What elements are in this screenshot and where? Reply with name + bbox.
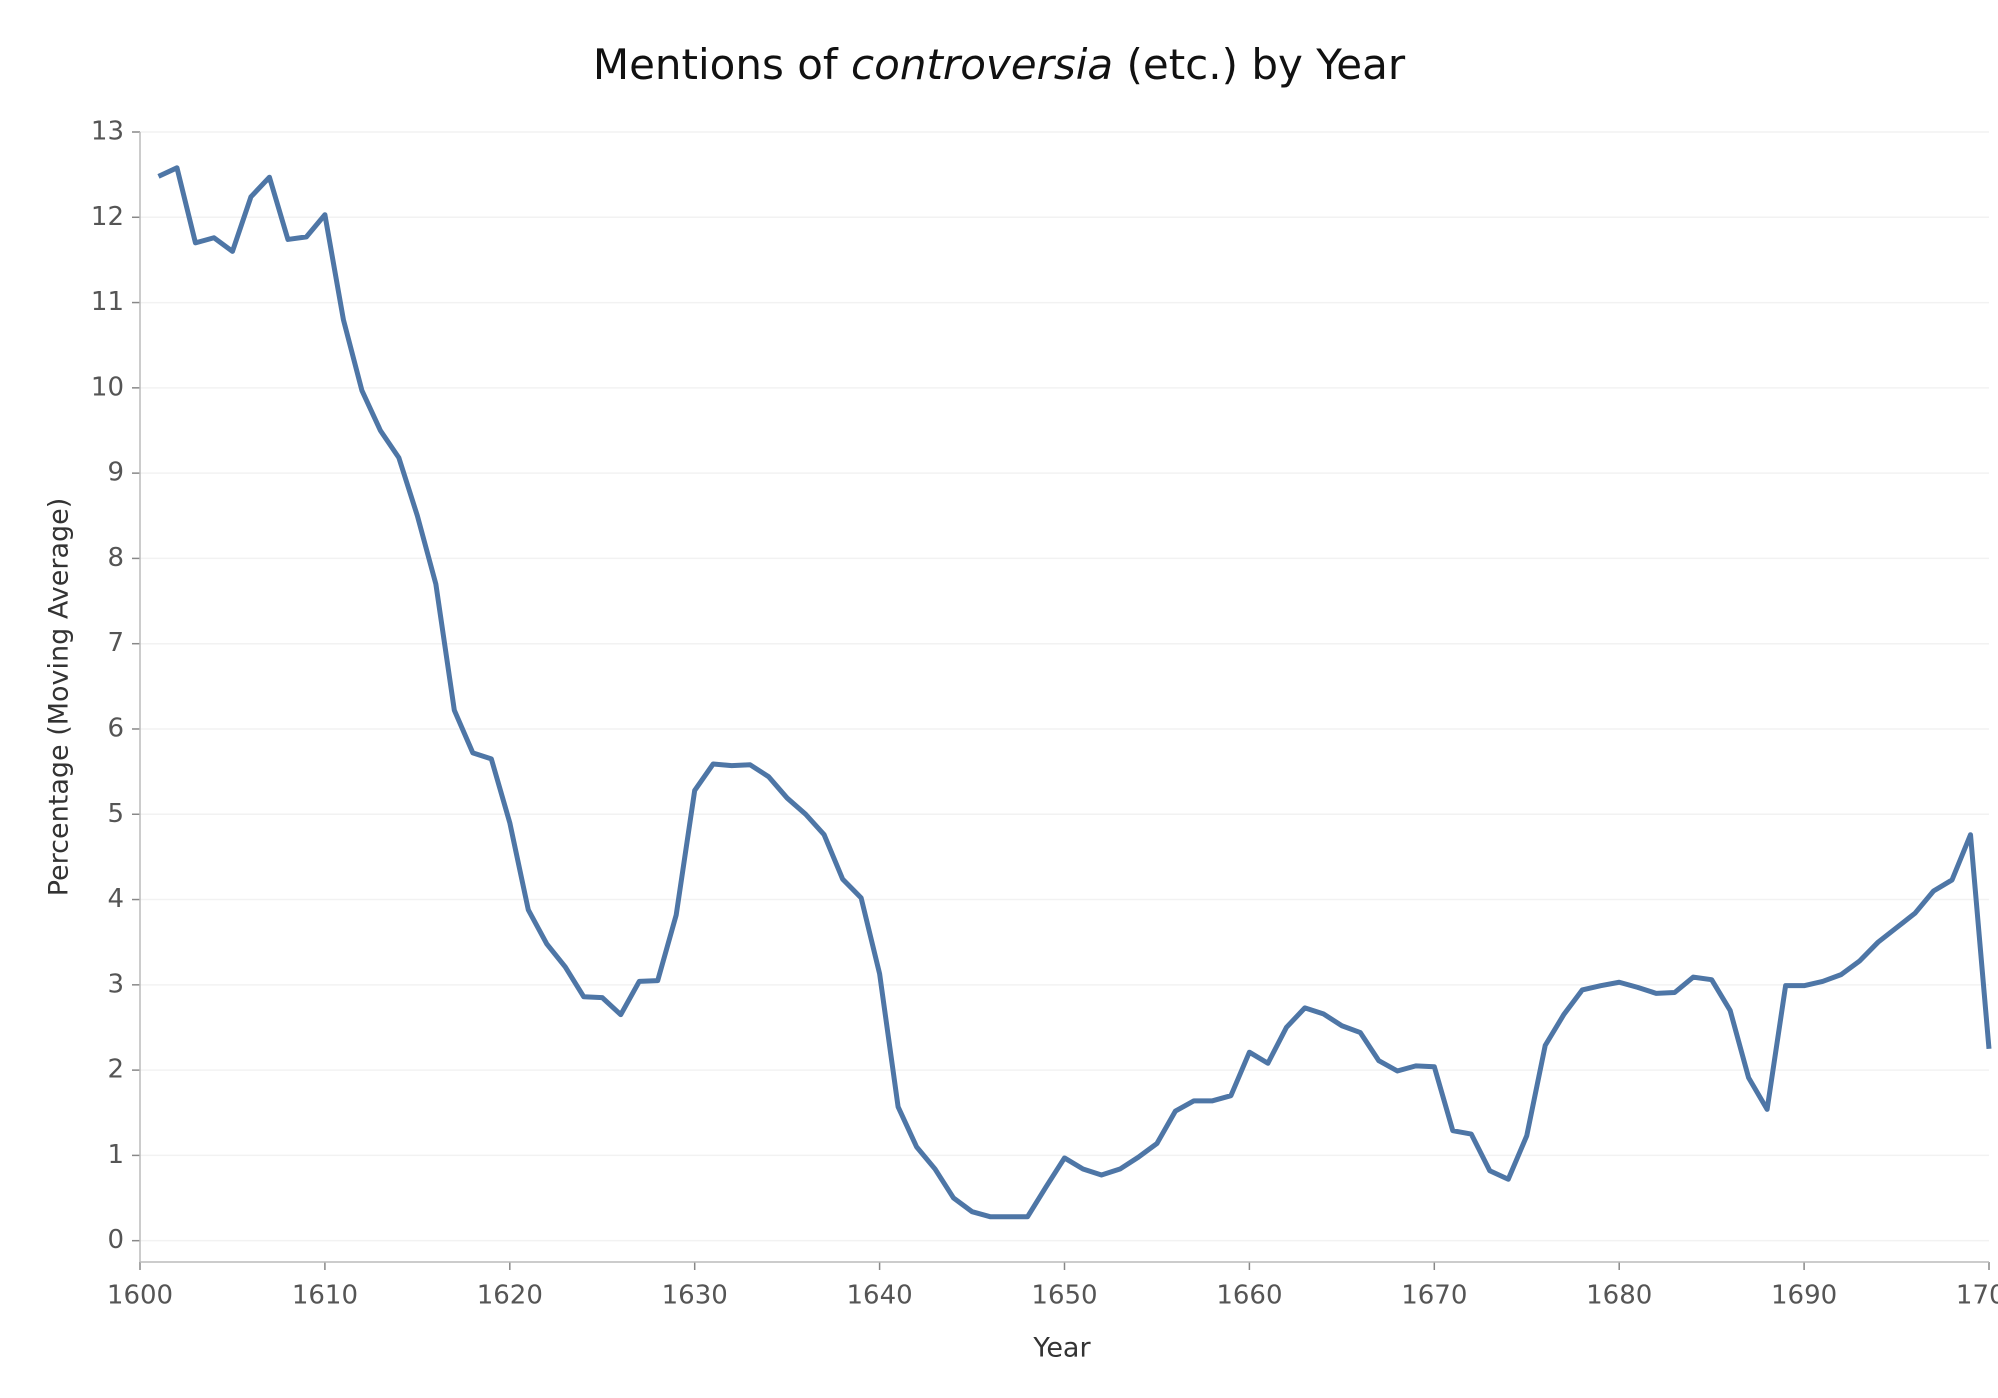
x-tick-label: 1630 bbox=[662, 1281, 728, 1311]
x-tick-label: 1600 bbox=[107, 1281, 173, 1311]
x-tick-label: 1610 bbox=[292, 1281, 358, 1311]
y-tick-label: 5 bbox=[107, 799, 124, 829]
y-tick-label: 13 bbox=[91, 117, 124, 147]
x-tick-label: 1620 bbox=[477, 1281, 543, 1311]
data-line bbox=[157, 165, 1992, 1220]
y-tick-label: 4 bbox=[107, 884, 124, 914]
chart-title: Mentions of controversia (etc.) by Year bbox=[593, 40, 1406, 89]
y-tick-label: 1 bbox=[107, 1140, 124, 1170]
x-tick-label: 1670 bbox=[1401, 1281, 1467, 1311]
y-tick-label: 9 bbox=[107, 458, 124, 488]
title-run: controversia bbox=[851, 40, 1113, 89]
y-tick-label: 10 bbox=[91, 372, 124, 402]
y-tick-label: 7 bbox=[107, 628, 124, 658]
y-tick-label: 11 bbox=[91, 287, 124, 317]
title-run: (etc.) by Year bbox=[1113, 40, 1406, 89]
y-tick-label: 8 bbox=[107, 543, 124, 573]
y-tick-label: 0 bbox=[107, 1225, 124, 1255]
x-tick-label: 1660 bbox=[1216, 1281, 1282, 1311]
x-tick-label: 1650 bbox=[1031, 1281, 1097, 1311]
y-axis-label: Percentage (Moving Average) bbox=[44, 498, 75, 897]
y-tick-label: 12 bbox=[91, 202, 124, 232]
x-tick-label: 1640 bbox=[847, 1281, 913, 1311]
title-run: Mentions of bbox=[593, 40, 851, 89]
y-tick-label: 3 bbox=[107, 969, 124, 999]
x-tick-label: 1700 bbox=[1956, 1281, 1998, 1311]
x-axis-label: Year bbox=[1032, 1333, 1091, 1364]
y-tick-label: 2 bbox=[107, 1055, 124, 1085]
x-tick-label: 1680 bbox=[1586, 1281, 1652, 1311]
y-tick-label: 6 bbox=[107, 713, 124, 743]
x-tick-label: 1690 bbox=[1771, 1281, 1837, 1311]
